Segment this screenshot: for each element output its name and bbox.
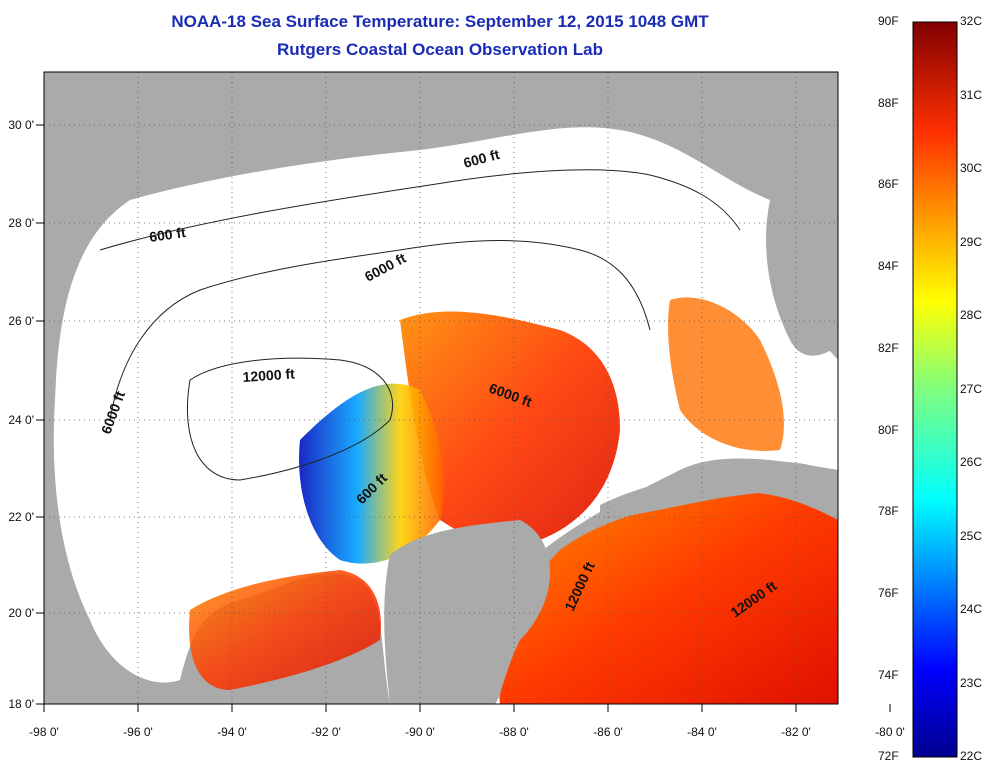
cuba-land (600, 462, 838, 520)
x-tick-label: -82 0' (781, 725, 811, 739)
x-tick-label: -86 0' (593, 725, 623, 739)
map-subtitle: Rutgers Coastal Ocean Observation Lab (277, 40, 603, 59)
x-tick-label: -80 0' (875, 725, 905, 739)
map-title: NOAA-18 Sea Surface Temperature: Septemb… (171, 12, 709, 31)
plot-frame (43, 71, 839, 705)
x-tick-label: -84 0' (687, 725, 717, 739)
colorbar-fahrenheit-label: 80F (878, 422, 899, 437)
contour-6000-ft (109, 240, 651, 421)
colorbar-fahrenheit-label: 88F (878, 95, 899, 110)
colorbar-celsius-label: 32C (960, 14, 983, 28)
colorbar-celsius-label: 30C (960, 161, 983, 175)
colorbar-fahrenheit-label: 90F (878, 14, 899, 28)
colorbar-fahrenheit-label: 86F (878, 177, 899, 192)
colorbar-fahrenheit-label: 74F (878, 667, 899, 682)
y-tick-label: 24 0' (8, 413, 34, 427)
x-tick-label: -90 0' (405, 725, 435, 739)
y-tick-label: 18 0' (8, 697, 34, 711)
colorbar-fahrenheit-label: 72F (878, 749, 899, 764)
colorbar-celsius-label: 22C (960, 749, 983, 763)
campeche-sst (189, 570, 381, 690)
map-grid (44, 72, 838, 704)
y-tick-label: 22 0' (8, 510, 34, 524)
colorbar-fahrenheit-label: 78F (878, 504, 899, 519)
colorbar-celsius-label: 31C (960, 87, 983, 102)
florida-land (766, 72, 838, 356)
y-tick-label: 28 0' (8, 216, 34, 230)
x-tick-label: -96 0' (123, 725, 153, 739)
florida-shelf-sst (668, 297, 784, 451)
colorbar (912, 21, 958, 758)
contour-label: 600 ft (148, 224, 187, 245)
y-axis-ticks: 30 0' 28 0' 26 0' 24 0' 22 0' 20 0' 18 0' (8, 118, 44, 711)
colorbar-celsius-label: 28C (960, 308, 983, 322)
yucatan-land (384, 520, 550, 704)
contour-600-ft (99, 169, 741, 251)
western-gulf-sst (299, 383, 444, 564)
x-tick-label: -88 0' (499, 725, 529, 739)
caribbean-water (500, 491, 838, 704)
x-axis-ticks: -98 0' -96 0' -94 0' -92 0' -90 0' -88 0' -86 … (29, 704, 905, 739)
colorbar-celsius-label: 23C (960, 675, 983, 690)
x-tick-label: -94 0' (217, 725, 247, 739)
y-tick-label: 20 0' (8, 606, 34, 620)
colorbar-celsius-label: 26C (960, 455, 983, 469)
colorbar-celsius-label: 27C (960, 381, 983, 396)
y-tick-label: 30 0' (8, 118, 34, 132)
colorbar-fahrenheit-label: 82F (878, 340, 899, 355)
y-tick-label: 26 0' (8, 314, 34, 328)
x-tick-label: -92 0' (311, 725, 341, 739)
colorbar-celsius-label: 29C (960, 234, 983, 249)
eastern-gulf-sst (400, 311, 620, 544)
colorbar-celsius-label: 24C (960, 602, 983, 616)
contour-label: 12000 ft (242, 365, 295, 385)
colorbar-fahrenheit-label: 76F (878, 585, 899, 600)
colorbar-celsius-label: 25C (960, 528, 983, 543)
colorbar-fahrenheit-label: 84F (878, 259, 899, 274)
x-tick-label: -98 0' (29, 725, 59, 739)
